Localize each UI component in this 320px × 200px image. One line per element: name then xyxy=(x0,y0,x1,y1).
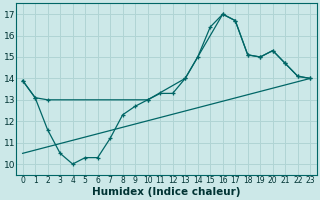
X-axis label: Humidex (Indice chaleur): Humidex (Indice chaleur) xyxy=(92,187,241,197)
